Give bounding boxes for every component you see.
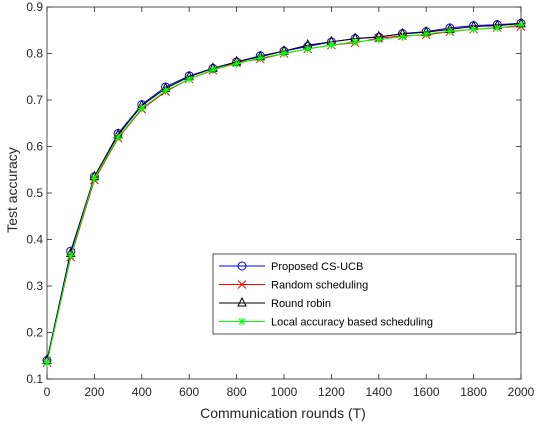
legend-label-random-scheduling: Random scheduling <box>271 280 368 292</box>
data-point-local-accuracy-based-scheduling <box>374 35 383 44</box>
plot-area: 0 200 400 600 800 1000 1200 1400 1600 1800 2000 0.1… <box>26 0 534 399</box>
data-point-local-accuracy-based-scheduling-stroke <box>493 24 501 32</box>
data-point-local-accuracy-based-scheduling-stroke <box>114 133 122 141</box>
data-point-local-accuracy-based-scheduling <box>185 75 194 84</box>
x-tick-label: 1400 <box>365 385 392 399</box>
x-tick-label: 0 <box>44 385 51 399</box>
x-tick-label: 1800 <box>460 385 487 399</box>
x-tick-label: 800 <box>227 385 247 399</box>
data-point-local-accuracy-based-scheduling <box>469 25 478 34</box>
data-point-local-accuracy-based-scheduling <box>43 358 51 367</box>
data-point-local-accuracy-based-scheduling-stroke <box>422 30 430 38</box>
legend-label-round-robin: Round robin <box>271 298 331 310</box>
data-point-local-accuracy-based-scheduling-stroke <box>399 33 406 41</box>
data-point-local-accuracy-based-scheduling-stroke <box>138 105 146 112</box>
data-point-local-accuracy-based-scheduling-stroke <box>446 27 454 35</box>
data-point-local-accuracy-based-scheduling-stroke <box>328 41 335 49</box>
y-axis-title: Test accuracy <box>4 147 20 233</box>
x-tick-label: 1200 <box>318 385 345 399</box>
legend-marker-random-scheduling-stroke <box>237 280 247 289</box>
data-point-local-accuracy-based-scheduling-stroke <box>43 359 51 367</box>
data-point-local-accuracy-based-scheduling <box>493 23 502 32</box>
data-point-local-accuracy-based-scheduling <box>232 59 241 68</box>
x-tick-label: 200 <box>84 385 104 399</box>
data-point-local-accuracy-based-scheduling <box>161 86 170 95</box>
y-tick-label: 0.5 <box>26 186 43 200</box>
data-point-local-accuracy-based-scheduling <box>327 41 336 50</box>
data-point-local-accuracy-based-scheduling-stroke <box>256 54 264 62</box>
data-point-local-accuracy-based-scheduling-stroke <box>304 45 312 53</box>
data-point-local-accuracy-based-scheduling <box>256 54 265 63</box>
data-point-local-accuracy-based-scheduling <box>517 20 525 29</box>
x-tick-label: 1600 <box>413 385 440 399</box>
y-tick-label: 0.9 <box>26 0 43 14</box>
data-point-local-accuracy-based-scheduling <box>90 174 99 183</box>
data-point-local-accuracy-based-scheduling <box>303 44 312 53</box>
data-point-local-accuracy-based-scheduling-stroke <box>470 25 477 33</box>
data-point-local-accuracy-based-scheduling-stroke <box>185 75 193 83</box>
legend-marker-proposed-cs-ucb <box>237 261 247 271</box>
legend-marker-local-accuracy-based-scheduling-stroke <box>238 318 246 325</box>
data-point-local-accuracy-based-scheduling <box>445 27 454 36</box>
data-point-local-accuracy-based-scheduling <box>66 251 75 260</box>
legend-marker-local-accuracy-based-scheduling <box>238 317 246 326</box>
data-point-local-accuracy-based-scheduling <box>351 37 360 46</box>
x-tick-label: 400 <box>132 385 152 399</box>
data-point-local-accuracy-based-scheduling-stroke <box>375 36 383 43</box>
data-point-local-accuracy-based-scheduling-stroke <box>233 60 240 68</box>
x-tick-label: 2000 <box>508 385 535 399</box>
y-tick-label: 0.3 <box>26 279 43 293</box>
data-point-local-accuracy-based-scheduling-stroke <box>351 38 359 46</box>
x-tick-label: 600 <box>179 385 199 399</box>
data-point-local-accuracy-based-scheduling-stroke <box>280 50 288 57</box>
data-point-local-accuracy-based-scheduling-stroke <box>517 21 525 29</box>
data-point-local-accuracy-based-scheduling-stroke <box>67 252 75 260</box>
y-tick-label: 0.8 <box>26 47 43 61</box>
data-point-local-accuracy-based-scheduling-stroke <box>91 174 98 182</box>
legend-label-local-accuracy-based-scheduling: Local accuracy based scheduling <box>271 317 433 329</box>
data-point-local-accuracy-based-scheduling <box>208 65 217 74</box>
y-tick-label: 0.4 <box>26 233 43 247</box>
x-tick-label: 1000 <box>271 385 298 399</box>
data-point-local-accuracy-based-scheduling <box>280 49 288 58</box>
legend: Proposed CS-UCB Random scheduling Round ro… <box>212 253 517 335</box>
data-point-local-accuracy-based-scheduling <box>114 133 123 142</box>
y-tick-label: 0.7 <box>26 93 43 107</box>
legend-marker-round-robin <box>237 296 247 307</box>
x-axis-title: Communication rounds (T) <box>200 405 366 421</box>
data-point-local-accuracy-based-scheduling-stroke <box>209 66 217 74</box>
y-tick-label: 0.1 <box>26 372 43 386</box>
data-point-local-accuracy-based-scheduling-stroke <box>162 87 169 95</box>
data-point-local-accuracy-based-scheduling <box>398 32 407 41</box>
y-tick-label: 0.2 <box>26 326 43 340</box>
legend-label-proposed-cs-ucb: Proposed CS-UCB <box>271 261 363 273</box>
y-tick-label: 0.6 <box>26 140 43 154</box>
legend-marker-random-scheduling <box>237 280 247 289</box>
legend-box <box>212 253 517 335</box>
data-point-local-accuracy-based-scheduling <box>137 104 146 113</box>
data-point-local-accuracy-based-scheduling <box>422 29 431 38</box>
